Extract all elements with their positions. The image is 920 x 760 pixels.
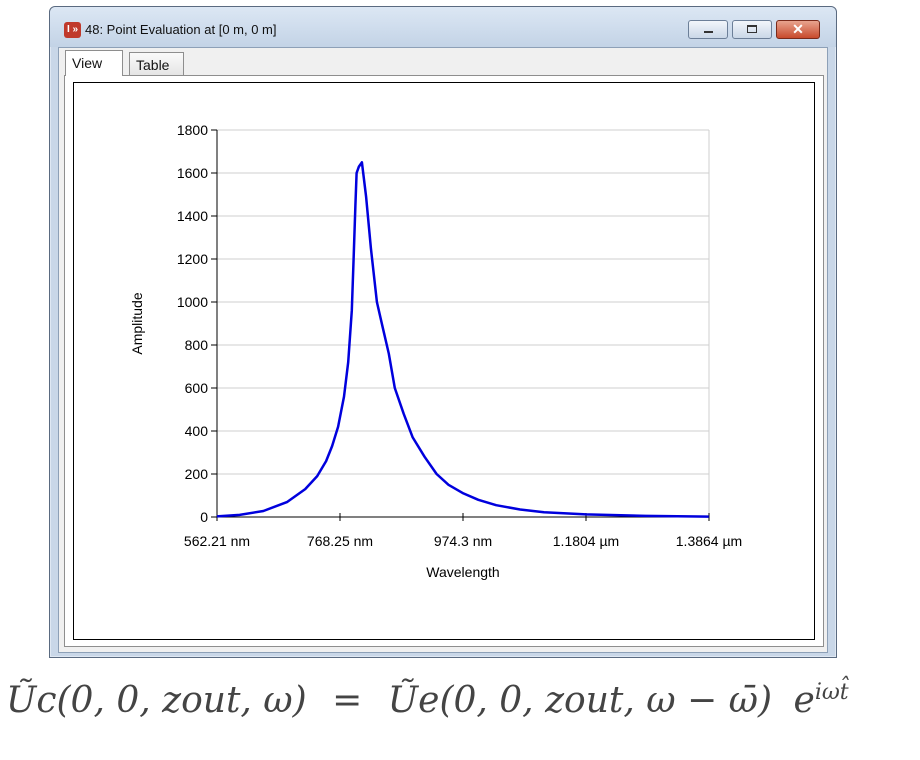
equation-exp-sup: iωt̂: [814, 680, 849, 705]
equation-equals: =: [332, 680, 363, 721]
window-title: 48: Point Evaluation at [0 m, 0 m]: [85, 22, 277, 37]
maximize-button[interactable]: [732, 20, 772, 39]
y-tick-label: 200: [185, 466, 209, 482]
plot-frame: 0 200 400 600 800 1000 1200 1400 1600 1800 562.21 …: [73, 82, 815, 640]
y-tick-label: 600: [185, 380, 209, 396]
x-tick-label: 1.1804 µm: [553, 533, 619, 549]
y-tick-label: 400: [185, 423, 209, 439]
y-tick-label: 1200: [177, 251, 208, 267]
x-axis-label: Wavelength: [426, 564, 499, 580]
x-tick-label: 562.21 nm: [184, 533, 250, 549]
close-icon: ✕: [792, 21, 804, 37]
y-axis-label: Amplitude: [129, 292, 145, 354]
x-tick-label: 768.25 nm: [307, 533, 373, 549]
amplitude-chart: 0 200 400 600 800 1000 1200 1400 1600 1800 562.21 …: [129, 122, 742, 580]
equation-rhs: Ũe(0, 0, zout, ω − ω̄): [387, 680, 773, 721]
minimize-icon: [704, 31, 713, 33]
y-tick-label: 1400: [177, 208, 208, 224]
maximize-icon: [747, 25, 757, 33]
series-line: [216, 161, 709, 518]
minimize-button[interactable]: [688, 20, 728, 39]
title-bar[interactable]: I » 48: Point Evaluation at [0 m, 0 m] ✕: [50, 7, 836, 47]
tab-table[interactable]: Table: [129, 52, 184, 76]
y-tick-label: 800: [185, 337, 209, 353]
view-panel: 0 200 400 600 800 1000 1200 1400 1600 1800 562.21 …: [64, 75, 824, 647]
close-button[interactable]: ✕: [776, 20, 820, 39]
tab-view[interactable]: View: [65, 50, 123, 76]
y-tick-label: 1000: [177, 294, 208, 310]
x-tick-label: 1.3864 µm: [676, 533, 742, 549]
y-tick-label: 0: [200, 509, 208, 525]
y-tick-label: 1800: [177, 122, 208, 138]
y-tick-label: 1600: [177, 165, 208, 181]
x-tick-label: 974.3 nm: [434, 533, 492, 549]
equation: Ũc(0, 0, zout, ω) = Ũe(0, 0, zout, ω − ω…: [6, 680, 916, 740]
window-client-area: View Table 0 200 400 600 800 1000 1200 1400 1600…: [58, 47, 828, 653]
equation-lhs: Ũc(0, 0, zout, ω): [6, 680, 307, 721]
point-evaluation-window: I » 48: Point Evaluation at [0 m, 0 m] ✕…: [49, 6, 837, 658]
app-icon[interactable]: I »: [64, 22, 81, 38]
equation-exp-base: e: [793, 680, 815, 721]
